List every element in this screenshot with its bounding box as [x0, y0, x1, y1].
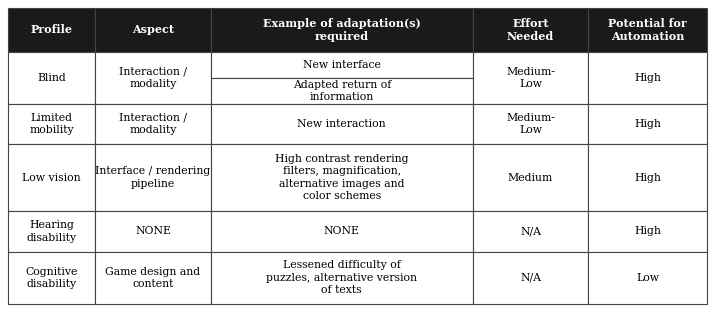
Bar — [473, 211, 588, 252]
Bar — [211, 8, 473, 52]
Bar — [211, 52, 473, 78]
Text: High: High — [634, 227, 661, 236]
Text: Cognitive
disability: Cognitive disability — [26, 267, 78, 289]
Text: N/A: N/A — [520, 273, 541, 283]
Text: Interface / rendering
pipeline: Interface / rendering pipeline — [95, 166, 211, 189]
Bar — [473, 52, 588, 104]
Bar — [588, 252, 707, 304]
Text: Interaction /
modality: Interaction / modality — [119, 113, 187, 135]
Bar — [8, 8, 95, 52]
Bar — [211, 104, 473, 144]
Text: Game design and
content: Game design and content — [106, 267, 201, 289]
Bar — [95, 8, 211, 52]
Text: Medium-
Low: Medium- Low — [506, 113, 555, 135]
Bar — [8, 144, 95, 211]
Bar — [95, 104, 211, 144]
Text: Blind: Blind — [37, 73, 66, 83]
Text: NONE: NONE — [324, 227, 360, 236]
Text: High: High — [634, 173, 661, 183]
Text: NONE: NONE — [135, 227, 171, 236]
Bar — [473, 144, 588, 211]
Text: High contrast rendering
filters, magnification,
alternative images and
color sch: High contrast rendering filters, magnifi… — [275, 154, 408, 201]
Bar — [8, 211, 95, 252]
Text: Medium: Medium — [508, 173, 553, 183]
Bar — [95, 144, 211, 211]
Bar — [588, 144, 707, 211]
Text: Example of adaptation(s)
required: Example of adaptation(s) required — [263, 17, 420, 42]
Bar — [588, 8, 707, 52]
Bar — [473, 104, 588, 144]
Text: Lessened difficulty of
puzzles, alternative version
of texts: Lessened difficulty of puzzles, alternat… — [266, 261, 418, 295]
Bar — [95, 211, 211, 252]
Bar — [211, 252, 473, 304]
Text: N/A: N/A — [520, 227, 541, 236]
Bar — [8, 252, 95, 304]
Bar — [588, 104, 707, 144]
Text: Low: Low — [636, 273, 659, 283]
Text: Adapted return of
information: Adapted return of information — [292, 80, 391, 102]
Bar — [8, 52, 95, 104]
Text: Hearing
disability: Hearing disability — [26, 220, 77, 242]
Text: Interaction /
modality: Interaction / modality — [119, 67, 187, 89]
Bar — [95, 252, 211, 304]
Bar — [211, 144, 473, 211]
Bar — [211, 78, 473, 104]
Text: Profile: Profile — [31, 24, 73, 35]
Text: Aspect: Aspect — [132, 24, 174, 35]
Text: Medium-
Low: Medium- Low — [506, 67, 555, 89]
Text: High: High — [634, 119, 661, 129]
Text: Potential for
Automation: Potential for Automation — [608, 17, 687, 42]
Text: High: High — [634, 73, 661, 83]
Bar — [211, 211, 473, 252]
Bar — [8, 104, 95, 144]
Bar — [588, 52, 707, 104]
Text: Low vision: Low vision — [22, 173, 81, 183]
Bar — [588, 211, 707, 252]
Text: Effort
Needed: Effort Needed — [507, 17, 554, 42]
Bar — [473, 8, 588, 52]
Bar — [473, 252, 588, 304]
Text: New interaction: New interaction — [297, 119, 386, 129]
Text: New interface: New interface — [303, 60, 380, 70]
Bar — [95, 52, 211, 104]
Text: Limited
mobility: Limited mobility — [29, 113, 74, 135]
